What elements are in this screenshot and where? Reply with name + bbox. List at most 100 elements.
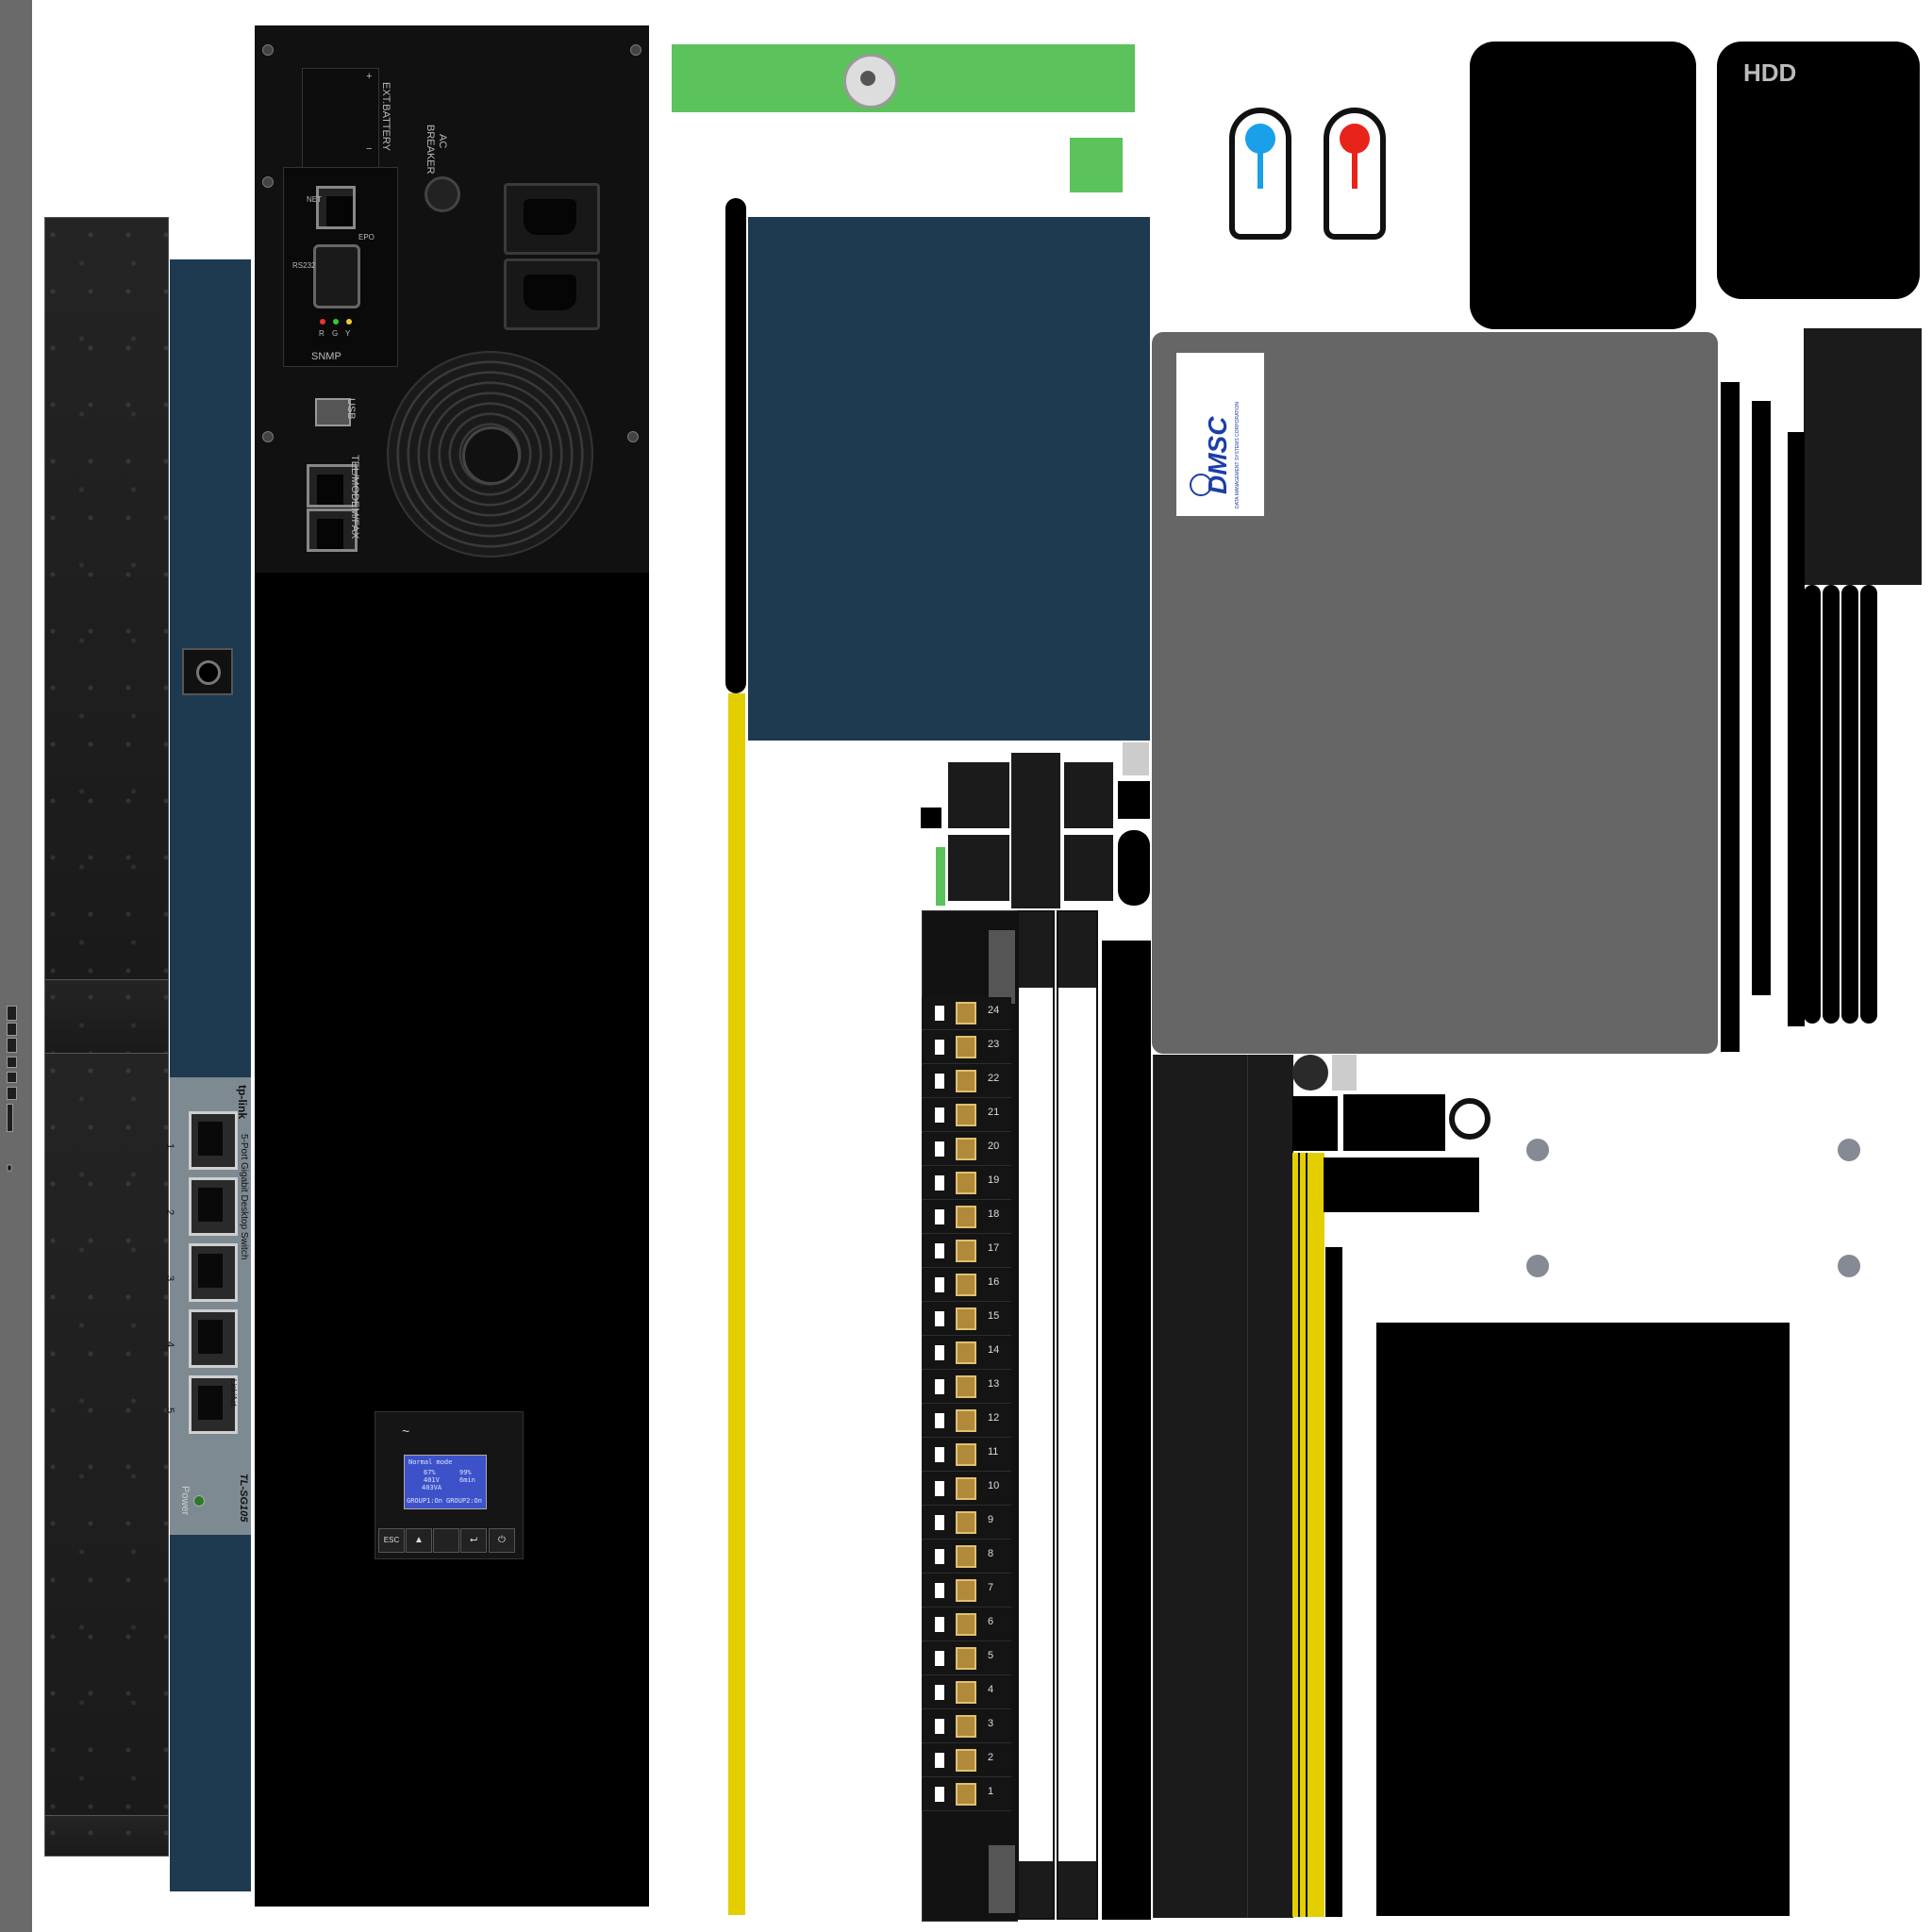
battery-slot-cover (302, 68, 379, 183)
usb-port[interactable] (315, 398, 351, 426)
net-label: NET (307, 195, 322, 204)
patch-port[interactable]: 7 (922, 1574, 1011, 1607)
ups-rear-panel: EXT.BATTERY + − AC BREAKER NET EPO RS232… (255, 25, 649, 573)
rs232-port[interactable] (313, 244, 360, 308)
patch-port[interactable]: 19 (922, 1167, 1011, 1200)
mode-text: Normal mode (408, 1458, 453, 1466)
tp-link-switch: 1 2 3 4 5 tp-link 5-Port Gigabit Desktop… (164, 1077, 251, 1535)
connector-piece (1011, 753, 1060, 908)
switch-port-3[interactable] (189, 1243, 238, 1302)
switch-port-1[interactable] (189, 1111, 238, 1170)
patch-port[interactable]: 8 (922, 1541, 1011, 1574)
dmsc-logo: DMSC DATA MANAGEMENT SYSTEMS CORPORATION (1176, 353, 1264, 516)
dmsc-logo-subtitle: DATA MANAGEMENT SYSTEMS CORPORATION (1235, 402, 1241, 508)
black-rail (1823, 585, 1840, 1024)
switch-port-2[interactable] (189, 1177, 238, 1236)
yellow-cable (728, 693, 745, 1915)
power-outlet-2 (504, 258, 600, 330)
load-text: 67% (424, 1469, 436, 1476)
tel-port-2[interactable] (307, 508, 358, 552)
screw-dot (1526, 1139, 1549, 1161)
patch-port[interactable]: 1 (922, 1778, 1011, 1811)
ac-breaker-label: BREAKER (425, 125, 436, 175)
led-label: Y (345, 329, 351, 338)
patch-port[interactable]: 11 (922, 1439, 1011, 1472)
navy-panel (748, 217, 1150, 741)
patch-port[interactable]: 17 (922, 1235, 1011, 1268)
patch-port[interactable]: 18 (922, 1201, 1011, 1234)
switch-port-5[interactable] (189, 1375, 238, 1434)
marker (7, 1023, 17, 1036)
dark-column (1153, 1055, 1248, 1918)
patch-port[interactable]: 16 (922, 1269, 1011, 1302)
patch-port[interactable]: 14 (922, 1337, 1011, 1370)
patch-port[interactable]: 9 (922, 1507, 1011, 1540)
connector-piece (936, 847, 945, 906)
ac-breaker-button[interactable] (425, 176, 460, 212)
switch-port-label: 3 (164, 1275, 175, 1282)
switch-port-label: 2 (164, 1209, 175, 1216)
patch-port[interactable]: 5 (922, 1642, 1011, 1675)
patch-port[interactable]: 23 (922, 1031, 1011, 1064)
patch-port[interactable]: 6 (922, 1608, 1011, 1641)
cooling-fan (387, 351, 593, 558)
marker (7, 1006, 17, 1021)
dark-gray-block (1804, 328, 1922, 585)
net-port[interactable] (316, 186, 356, 229)
marker (7, 1072, 17, 1083)
ups-lcd-panel: ~ Normal mode 67% 99% 401V 6min 403VA GR… (375, 1411, 524, 1559)
dark-column (1247, 1055, 1293, 1918)
patch-port[interactable]: 4 (922, 1676, 1011, 1709)
power-outlet-1 (504, 183, 600, 255)
marker (7, 1057, 17, 1068)
black-rail (1752, 401, 1771, 995)
rack-side-panel-bottom (44, 1053, 169, 1817)
switch-port-label: 4 (164, 1341, 175, 1348)
switch-port-4[interactable] (189, 1309, 238, 1368)
patch-port[interactable]: 10 (922, 1473, 1011, 1506)
red-temperature-pin-icon (1324, 108, 1386, 240)
connector-piece (1343, 1094, 1445, 1151)
patch-port[interactable]: 22 (922, 1065, 1011, 1098)
up-button[interactable]: ▲ (406, 1528, 432, 1553)
screw-dot (1838, 1255, 1860, 1277)
power-label: Power (179, 1486, 191, 1516)
hdd-cover: HDD (1717, 42, 1920, 299)
epo-label: EPO (358, 233, 375, 242)
connector-piece (1064, 835, 1113, 901)
patch-port[interactable]: 13 (922, 1371, 1011, 1404)
patch-port[interactable]: 20 (922, 1133, 1011, 1166)
patch-port[interactable]: 3 (922, 1710, 1011, 1743)
connector-piece (1123, 742, 1149, 775)
led-green (333, 319, 339, 325)
patch-port[interactable]: 2 (922, 1744, 1011, 1777)
black-rail (1788, 432, 1805, 1026)
patch-port[interactable]: 21 (922, 1099, 1011, 1132)
enter-button[interactable]: ⮠ (460, 1528, 487, 1553)
rs232-label: RS232 (292, 261, 316, 270)
down-button[interactable] (433, 1528, 459, 1553)
rack-side-panel-mid (44, 979, 169, 1055)
connector-piece (948, 762, 1009, 828)
voltage-text: 401V (424, 1476, 440, 1484)
plus-label: + (366, 71, 373, 82)
esc-button[interactable]: ESC (378, 1528, 405, 1553)
globe-icon (1190, 474, 1212, 496)
screw-dot (1526, 1255, 1549, 1277)
link-act-label: Link/Act (229, 1379, 238, 1407)
tel-port-1[interactable] (307, 464, 358, 508)
power-button[interactable]: ⏻ (489, 1528, 515, 1553)
marker (7, 1164, 12, 1172)
connector-piece (1324, 1158, 1479, 1212)
cable-guide (1017, 910, 1055, 1920)
snmp-label: SNMP (311, 351, 341, 362)
patch-port[interactable]: 12 (922, 1405, 1011, 1438)
ups-front-panel (255, 573, 649, 1907)
patch-port[interactable]: 24 (922, 997, 1011, 1030)
rack-side-panel-top (44, 217, 169, 981)
cable-guide (1057, 910, 1098, 1920)
patch-port[interactable]: 15 (922, 1303, 1011, 1336)
switch-brand: tp-link (236, 1085, 249, 1119)
connector-piece (948, 835, 1009, 901)
patch-panel-ear (989, 1845, 1015, 1913)
